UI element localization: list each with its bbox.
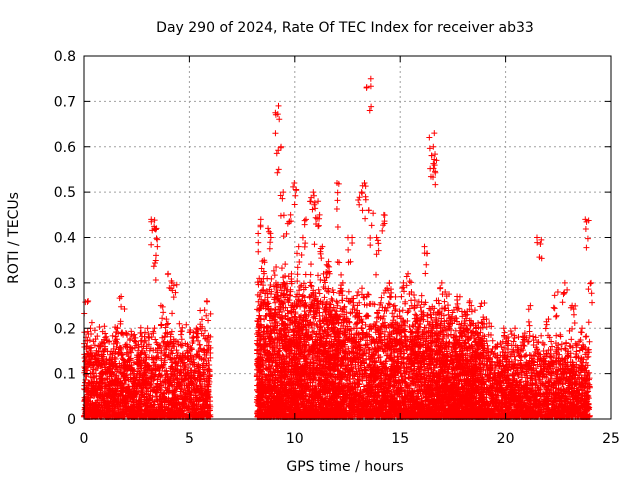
data-point bbox=[138, 337, 145, 344]
data-point bbox=[137, 324, 144, 331]
data-point bbox=[120, 356, 127, 363]
data-point bbox=[338, 271, 345, 278]
data-point bbox=[142, 354, 149, 361]
data-point bbox=[308, 283, 315, 290]
data-point bbox=[153, 393, 160, 400]
data-point bbox=[91, 342, 98, 349]
data-point bbox=[137, 329, 144, 336]
data-point bbox=[201, 327, 208, 334]
data-point bbox=[101, 323, 108, 330]
data-point bbox=[169, 359, 176, 366]
data-point bbox=[336, 259, 343, 266]
data-point bbox=[88, 374, 95, 381]
data-point bbox=[278, 265, 285, 272]
data-point bbox=[282, 261, 289, 268]
data-point bbox=[316, 290, 323, 297]
data-point bbox=[180, 367, 187, 374]
data-points bbox=[81, 75, 596, 420]
data-point bbox=[294, 271, 301, 278]
data-point bbox=[297, 283, 304, 290]
data-point bbox=[265, 300, 272, 307]
data-point bbox=[307, 271, 314, 278]
data-point bbox=[271, 272, 278, 279]
data-point bbox=[161, 357, 168, 364]
data-point bbox=[333, 298, 340, 305]
data-point bbox=[179, 386, 186, 393]
data-point bbox=[301, 308, 308, 315]
data-point bbox=[88, 319, 95, 326]
grid-lines bbox=[84, 56, 611, 419]
data-point bbox=[308, 261, 315, 268]
data-point bbox=[268, 275, 275, 282]
data-point bbox=[169, 350, 176, 357]
data-point bbox=[156, 342, 163, 349]
data-point bbox=[135, 347, 142, 354]
data-point bbox=[132, 338, 139, 345]
data-point bbox=[151, 325, 158, 332]
data-point bbox=[267, 282, 274, 289]
data-point bbox=[196, 341, 203, 348]
data-point bbox=[127, 348, 134, 355]
data-point bbox=[185, 364, 192, 371]
data-point bbox=[150, 330, 157, 337]
data-point bbox=[96, 323, 103, 330]
data-point bbox=[172, 386, 179, 393]
data-point bbox=[307, 279, 314, 286]
data-point bbox=[97, 385, 104, 392]
data-point bbox=[186, 329, 193, 336]
chart-title: Day 290 of 2024, Rate Of TEC Index for r… bbox=[156, 20, 534, 36]
data-point bbox=[91, 327, 98, 334]
data-point bbox=[133, 352, 140, 359]
data-point bbox=[315, 286, 322, 293]
data-point bbox=[183, 321, 190, 328]
data-point bbox=[131, 331, 138, 338]
data-point bbox=[162, 324, 169, 331]
